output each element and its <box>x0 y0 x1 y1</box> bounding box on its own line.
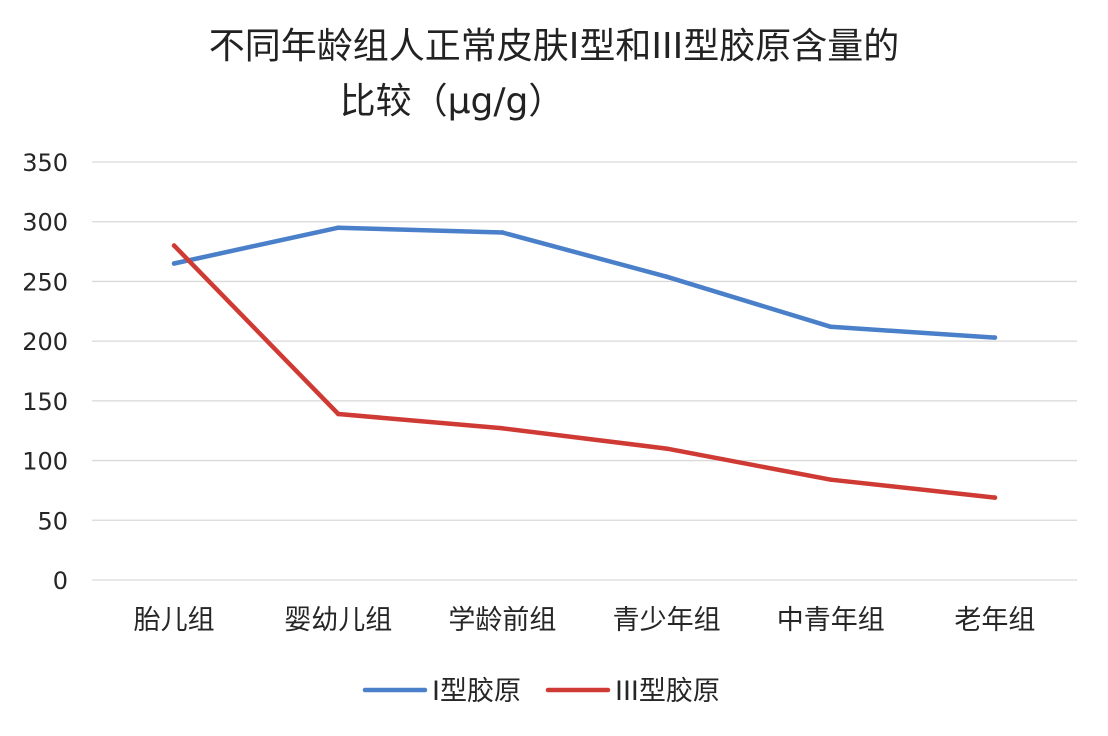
y-tick-label: 300 <box>22 209 68 237</box>
x-category-label: 胎儿组 <box>134 605 215 636</box>
y-tick-label: 100 <box>22 448 68 476</box>
data-point <box>335 411 341 417</box>
y-tick-label: 0 <box>53 567 68 595</box>
data-point <box>828 477 834 482</box>
data-point <box>828 324 834 330</box>
series-line-2 <box>171 243 998 500</box>
data-point <box>171 261 177 266</box>
y-tick-label: 150 <box>22 388 68 416</box>
data-point <box>992 335 998 340</box>
data-point <box>664 274 669 279</box>
gridlines <box>92 161 1077 581</box>
data-point <box>171 243 177 248</box>
data-point <box>500 426 505 431</box>
legend-label: III型胶原 <box>615 676 720 707</box>
data-point <box>500 230 505 235</box>
data-point <box>664 446 669 451</box>
chart-title: 不同年龄组人正常皮肤I型和III型胶原含量的 比较（μg/g） <box>209 26 899 122</box>
y-tick-label: 350 <box>22 149 68 177</box>
y-tick-label: 50 <box>37 507 68 535</box>
chart-title-line-1: 不同年龄组人正常皮肤I型和III型胶原含量的 <box>209 26 899 67</box>
legend: I型胶原 III型胶原 <box>362 676 720 707</box>
x-category-label: 婴幼儿组 <box>284 605 392 636</box>
series-line-1 <box>171 225 998 340</box>
legend-label: I型胶原 <box>432 676 521 707</box>
series-lines <box>171 225 998 500</box>
chart-title-line-2: 比较（μg/g） <box>340 81 565 122</box>
data-point <box>992 495 998 500</box>
x-category-label: 青少年组 <box>613 605 721 636</box>
x-category-label: 老年组 <box>954 605 1035 636</box>
y-tick-label: 200 <box>22 328 68 356</box>
x-category-label: 中青年组 <box>777 605 885 636</box>
x-axis-categories: 胎儿组 婴幼儿组 学龄前组 青少年组 中青年组 老年组 <box>134 605 1036 636</box>
y-axis-ticks: 0 50 100 150 200 250 300 350 <box>22 149 68 595</box>
x-category-label: 学龄前组 <box>448 605 556 636</box>
y-tick-label: 250 <box>22 268 68 296</box>
data-point <box>335 225 341 230</box>
